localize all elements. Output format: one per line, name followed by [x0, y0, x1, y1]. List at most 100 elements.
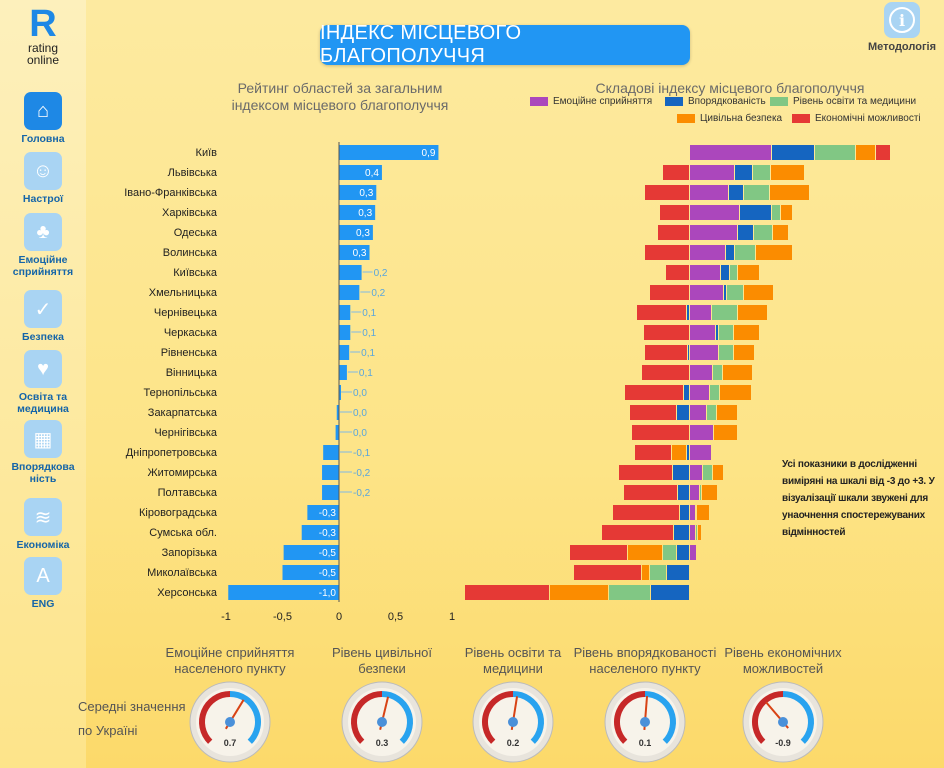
region-label: Київська — [173, 267, 218, 279]
segment-economy — [645, 345, 687, 360]
sidebar-item-7[interactable]: A ENG — [4, 557, 82, 610]
region-label: Дніпропетровська — [126, 447, 218, 459]
averages-label-line2: по Україні — [78, 723, 138, 738]
segment-safety — [771, 165, 804, 180]
legend-swatch — [770, 97, 788, 106]
segment-economy — [650, 285, 689, 300]
segment-order — [678, 485, 689, 500]
sidebar-item-0[interactable]: ⌂ Головна — [4, 92, 82, 145]
segment-education — [727, 285, 743, 300]
gauge-hub — [508, 717, 518, 727]
segment-safety — [698, 525, 701, 540]
segment-economy — [632, 425, 689, 440]
segment-order — [667, 565, 689, 580]
x-tick-label: -0,5 — [273, 611, 292, 623]
segment-order — [729, 185, 743, 200]
segment-emotional — [690, 485, 699, 500]
segment-safety — [734, 325, 759, 340]
segment-safety — [723, 365, 752, 380]
legend-item-safety: Цивільна безпека — [677, 113, 782, 124]
legend-item-economy: Економічні можливості — [792, 113, 921, 124]
index-bar — [336, 405, 339, 420]
sidebar-item-label: ENG — [31, 598, 55, 610]
sidebar-item-2[interactable]: ♣ Емоційне сприйняття — [4, 213, 82, 278]
segment-emotional — [690, 525, 695, 540]
region-label: Рівненська — [161, 347, 218, 359]
index-bar — [339, 285, 360, 300]
value-label: -1,0 — [319, 588, 337, 599]
methodology-button[interactable]: i Методологія — [862, 2, 942, 53]
segment-emotional — [690, 325, 715, 340]
segment-safety — [717, 405, 737, 420]
segment-economy — [570, 545, 627, 560]
index-bar — [339, 145, 439, 160]
segment-emotional — [690, 385, 709, 400]
segment-education — [815, 145, 855, 160]
segment-safety — [738, 305, 767, 320]
x-tick-label: 1 — [449, 611, 455, 623]
sidebar-item-5[interactable]: ▦ Впорядкова ність — [4, 420, 82, 485]
segment-economy — [630, 405, 676, 420]
gauge-hub — [377, 717, 387, 727]
segment-economy — [465, 585, 549, 600]
gauge-hub — [778, 717, 788, 727]
gauge-hub — [225, 717, 235, 727]
region-label: Волинська — [163, 247, 218, 259]
index-bar — [228, 585, 339, 600]
sidebar-item-label: Головна — [21, 133, 65, 145]
coins-icon: ≋ — [24, 498, 62, 536]
sidebar-item-3[interactable]: ✓ Безпека — [4, 290, 82, 343]
segment-safety — [781, 205, 792, 220]
segment-emotional — [690, 425, 713, 440]
rating-online-logo[interactable]: R rating online — [18, 5, 68, 67]
segment-emotional — [690, 445, 711, 460]
value-label: 0,0 — [353, 408, 367, 419]
gauge-title-line1: Емоційне сприйняття — [165, 645, 295, 660]
gauge-title-line2: медицини — [483, 661, 543, 676]
value-label: 0,4 — [365, 168, 379, 179]
value-label: 0,1 — [361, 348, 375, 359]
sidebar-item-label: Освіта та медицина — [17, 391, 69, 415]
segment-order — [688, 345, 689, 360]
segment-economy — [637, 305, 686, 320]
segment-education — [713, 365, 722, 380]
segment-safety — [642, 565, 649, 580]
index-bar — [339, 325, 351, 340]
index-bar — [283, 545, 339, 560]
index-bar — [339, 265, 362, 280]
region-label: Київ — [196, 147, 218, 159]
logo-line2: online — [26, 53, 60, 67]
gauge-title: Рівень цивільної безпеки — [307, 645, 457, 677]
segment-order — [687, 445, 689, 460]
region-label: Закарпатська — [148, 407, 218, 419]
value-label: -0,2 — [353, 468, 371, 479]
segment-emotional — [690, 145, 771, 160]
gauge-value: 0.3 — [376, 738, 389, 748]
sidebar: R rating online ⌂ Головна ☺ Настрої ♣ Емоційн… — [0, 0, 86, 768]
segment-safety — [550, 585, 608, 600]
region-label: Запорізька — [162, 547, 218, 559]
gauge-value: 0.7 — [224, 738, 237, 748]
region-label: Чернігівська — [154, 427, 218, 439]
segment-order — [724, 285, 726, 300]
segment-emotional — [690, 285, 723, 300]
gauge-hub — [640, 717, 650, 727]
segment-economy — [624, 485, 677, 500]
segment-education — [712, 305, 737, 320]
segment-education — [772, 205, 780, 220]
segment-education — [609, 585, 650, 600]
sidebar-item-6[interactable]: ≋ Економіка — [4, 498, 82, 551]
gauge-title-line2: населеного пункту — [589, 661, 701, 676]
segment-economy — [635, 445, 671, 460]
segment-emotional — [690, 505, 695, 520]
segment-education — [710, 385, 719, 400]
sidebar-item-1[interactable]: ☺ Настрої — [4, 152, 82, 205]
value-label: 0,3 — [359, 188, 373, 199]
gauge-value: -0.9 — [775, 738, 791, 748]
legend-label: Цивільна безпека — [700, 113, 783, 124]
gauge-title: Рівень економічних можливостей — [708, 645, 858, 677]
index-bar — [301, 525, 339, 540]
sidebar-item-4[interactable]: ♥ Освіта та медицина — [4, 350, 82, 415]
gauge-title-line1: Рівень освіти та — [464, 645, 562, 660]
averages-label: Середні значення по Україні — [78, 695, 186, 743]
